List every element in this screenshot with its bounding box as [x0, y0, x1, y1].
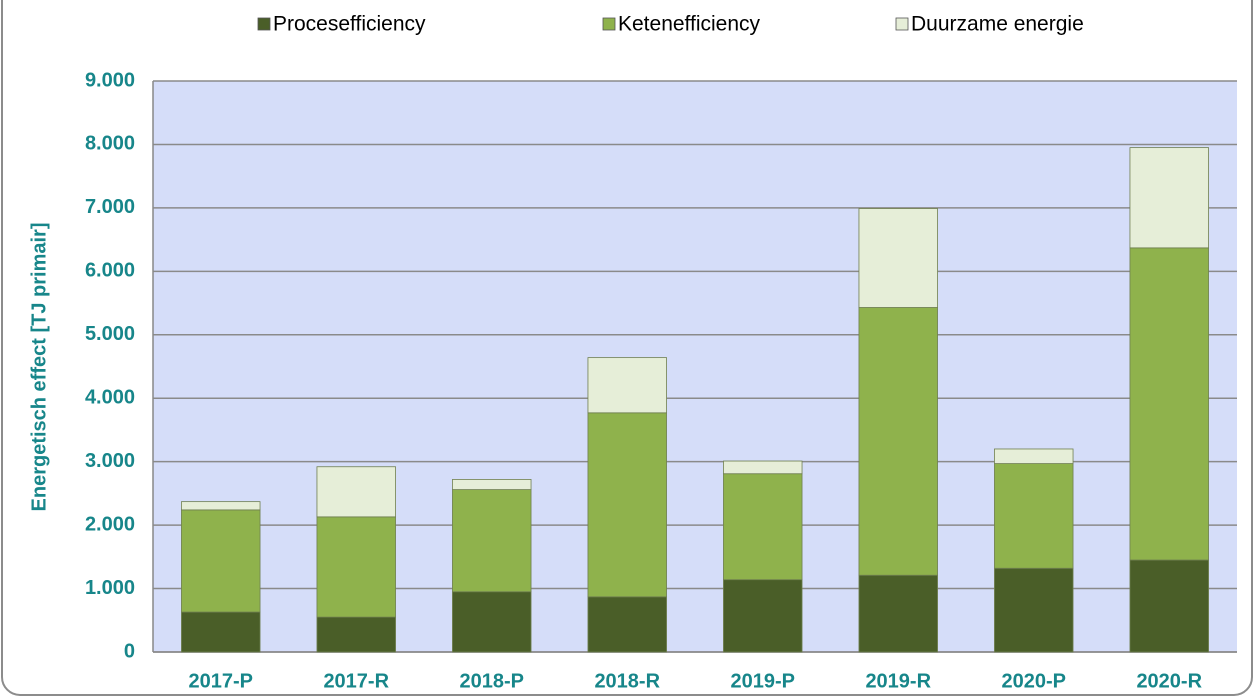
legend-label: Ketenefficiency: [618, 13, 761, 36]
y-tick-label: 8.000: [85, 133, 135, 155]
legend-swatch: [602, 17, 616, 31]
bar-segment: [1129, 147, 1209, 249]
bar-segment: [452, 591, 532, 653]
y-tick-label: 4.000: [85, 387, 135, 409]
plot-area: [153, 81, 1237, 652]
bar-segment: [587, 357, 667, 414]
bar-segment: [723, 473, 803, 581]
bar-segment: [181, 509, 261, 613]
bar-segment: [723, 460, 803, 475]
legend-label: Duurzame energie: [911, 13, 1084, 36]
bar-segment: [858, 208, 938, 308]
x-tick-label: 2020-R: [1136, 670, 1202, 692]
x-tick-label: 2017-P: [189, 670, 254, 692]
y-axis-label: Energetisch effect [TJ primair]: [28, 223, 50, 512]
x-tick-label: 2017-R: [323, 670, 389, 692]
x-tick-label: 2019-P: [731, 670, 796, 692]
bar-segment: [316, 516, 396, 618]
bar-segment: [181, 611, 261, 653]
bar-segment: [587, 596, 667, 653]
bar-segment: [723, 579, 803, 653]
x-tick-label: 2020-P: [1002, 670, 1067, 692]
bar-segment: [994, 448, 1074, 464]
bar-segment: [994, 463, 1074, 569]
bar-segment: [452, 479, 532, 490]
bar-segment: [858, 574, 938, 653]
bar-segment: [1129, 559, 1209, 653]
bar-segment: [181, 501, 261, 511]
y-tick-label: 3.000: [85, 450, 135, 472]
y-tick-label: 5.000: [85, 323, 135, 345]
y-tick-label: 7.000: [85, 196, 135, 218]
x-tick-label: 2018-P: [460, 670, 525, 692]
bar-segment: [994, 567, 1074, 653]
y-tick-label: 2.000: [85, 513, 135, 535]
bar-segment: [316, 466, 396, 518]
bar-segment: [858, 307, 938, 576]
legend-label: Procesefficiency: [273, 13, 426, 36]
y-tick-label: 9.000: [85, 69, 135, 91]
bar-segment: [316, 616, 396, 653]
legend-swatch: [257, 17, 271, 31]
x-tick-label: 2019-R: [865, 670, 931, 692]
bar-segment: [452, 489, 532, 593]
bar-segment: [1129, 247, 1209, 561]
y-tick-label: 1.000: [85, 577, 135, 599]
x-tick-label: 2018-R: [594, 670, 660, 692]
y-tick-label: 0: [124, 640, 135, 662]
y-tick-label: 6.000: [85, 260, 135, 282]
legend-swatch: [895, 17, 909, 31]
bar-segment: [587, 412, 667, 598]
